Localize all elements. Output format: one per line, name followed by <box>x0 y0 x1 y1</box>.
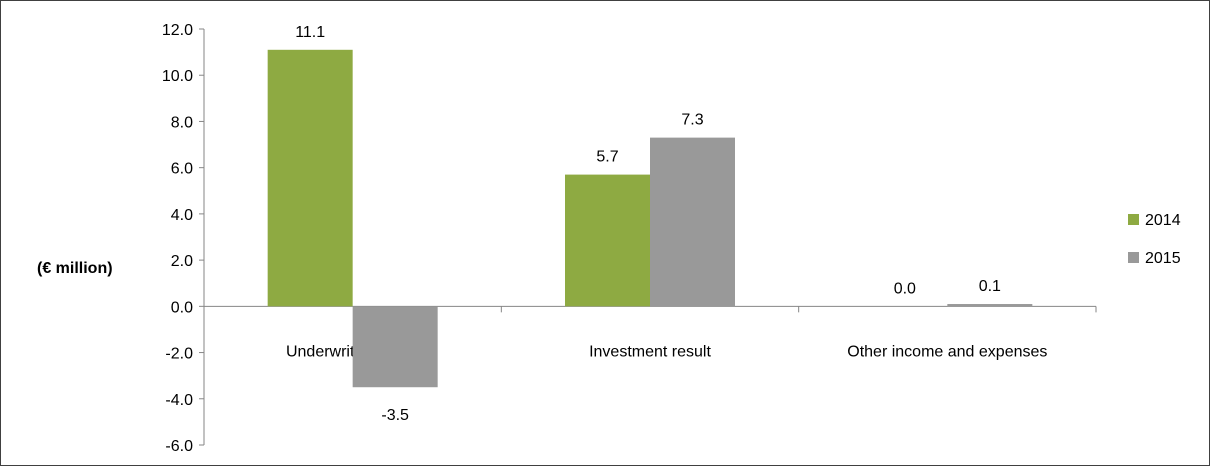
y-axis-label: (€ million) <box>37 260 113 277</box>
bar-2015-3 <box>947 304 1033 307</box>
bar-2015-1 <box>352 306 438 388</box>
data-label: 0.1 <box>979 278 1001 295</box>
category-label: Other income and expenses <box>847 343 1047 360</box>
bar-2014-1 <box>267 49 353 307</box>
legend: 2014 2015 <box>1128 212 1181 267</box>
bar-layer <box>267 49 1033 388</box>
y-tick-label: 4.0 <box>171 207 193 224</box>
y-tick-label: 10.0 <box>162 68 193 85</box>
data-label: 7.3 <box>681 112 703 129</box>
y-tick-label: -6.0 <box>165 438 193 455</box>
legend-swatch-2014 <box>1128 214 1139 225</box>
y-tick-label: 12.0 <box>162 22 193 39</box>
y-tick-label: -4.0 <box>165 392 193 409</box>
y-tick-label: 2.0 <box>171 253 193 270</box>
bar-2014-2 <box>565 174 650 307</box>
category-label: Investment result <box>589 343 711 360</box>
bar-2015-2 <box>650 137 735 307</box>
data-label: 5.7 <box>596 149 618 166</box>
y-tick-label: -2.0 <box>165 346 193 363</box>
y-tick-label: 8.0 <box>171 114 193 131</box>
data-label: 0.0 <box>894 280 916 297</box>
data-label: 11.1 <box>295 24 325 41</box>
legend-label-2014: 2014 <box>1145 212 1181 229</box>
label-layer: 11.1 5.7 0.0 -3.5 7.3 0.1 <box>295 24 1001 424</box>
y-tick-label: 6.0 <box>171 161 193 178</box>
legend-label-2015: 2015 <box>1145 250 1181 267</box>
data-label: -3.5 <box>381 407 409 424</box>
legend-swatch-2015 <box>1128 252 1139 263</box>
y-tick-label: 0.0 <box>171 299 193 316</box>
